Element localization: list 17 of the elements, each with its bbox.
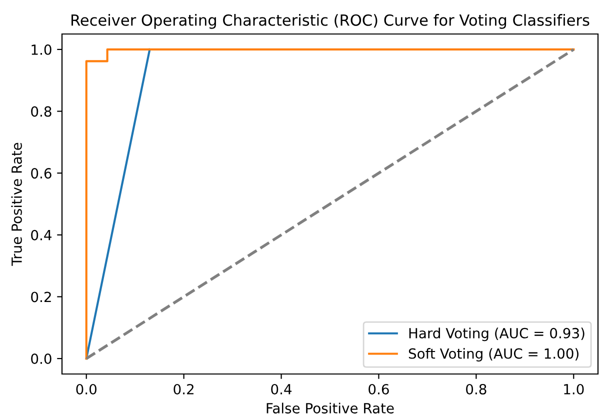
x-tick-label: 0.0 (76, 384, 96, 394)
x-tick-label: 0.6 (368, 384, 389, 394)
chart-title: Receiver Operating Characteristic (ROC) Curve for Voting Classifiers (72, 14, 590, 29)
y-tick-label: 0.2 (31, 292, 51, 302)
x-tick-label: 0.2 (174, 384, 194, 394)
y-axis-title: True Positive Rate (11, 142, 22, 266)
x-axis-title: False Positive Rate (266, 402, 394, 414)
legend-label: Hard Voting (AUC = 0.93) (409, 328, 584, 342)
y-tick-label: 0.0 (31, 354, 52, 364)
y-tick-label: 0.4 (31, 230, 52, 240)
y-tick-label: 0.6 (31, 168, 52, 179)
legend-label: Soft Voting (AUC = 1.00) (408, 348, 578, 362)
x-tick-label: 0.4 (271, 384, 292, 394)
y-tick-label: 0.8 (31, 106, 52, 117)
x-tick-label: 1.0 (564, 384, 584, 394)
x-tick-label: 0.8 (466, 384, 486, 394)
y-tick-label: 1.0 (32, 44, 52, 55)
